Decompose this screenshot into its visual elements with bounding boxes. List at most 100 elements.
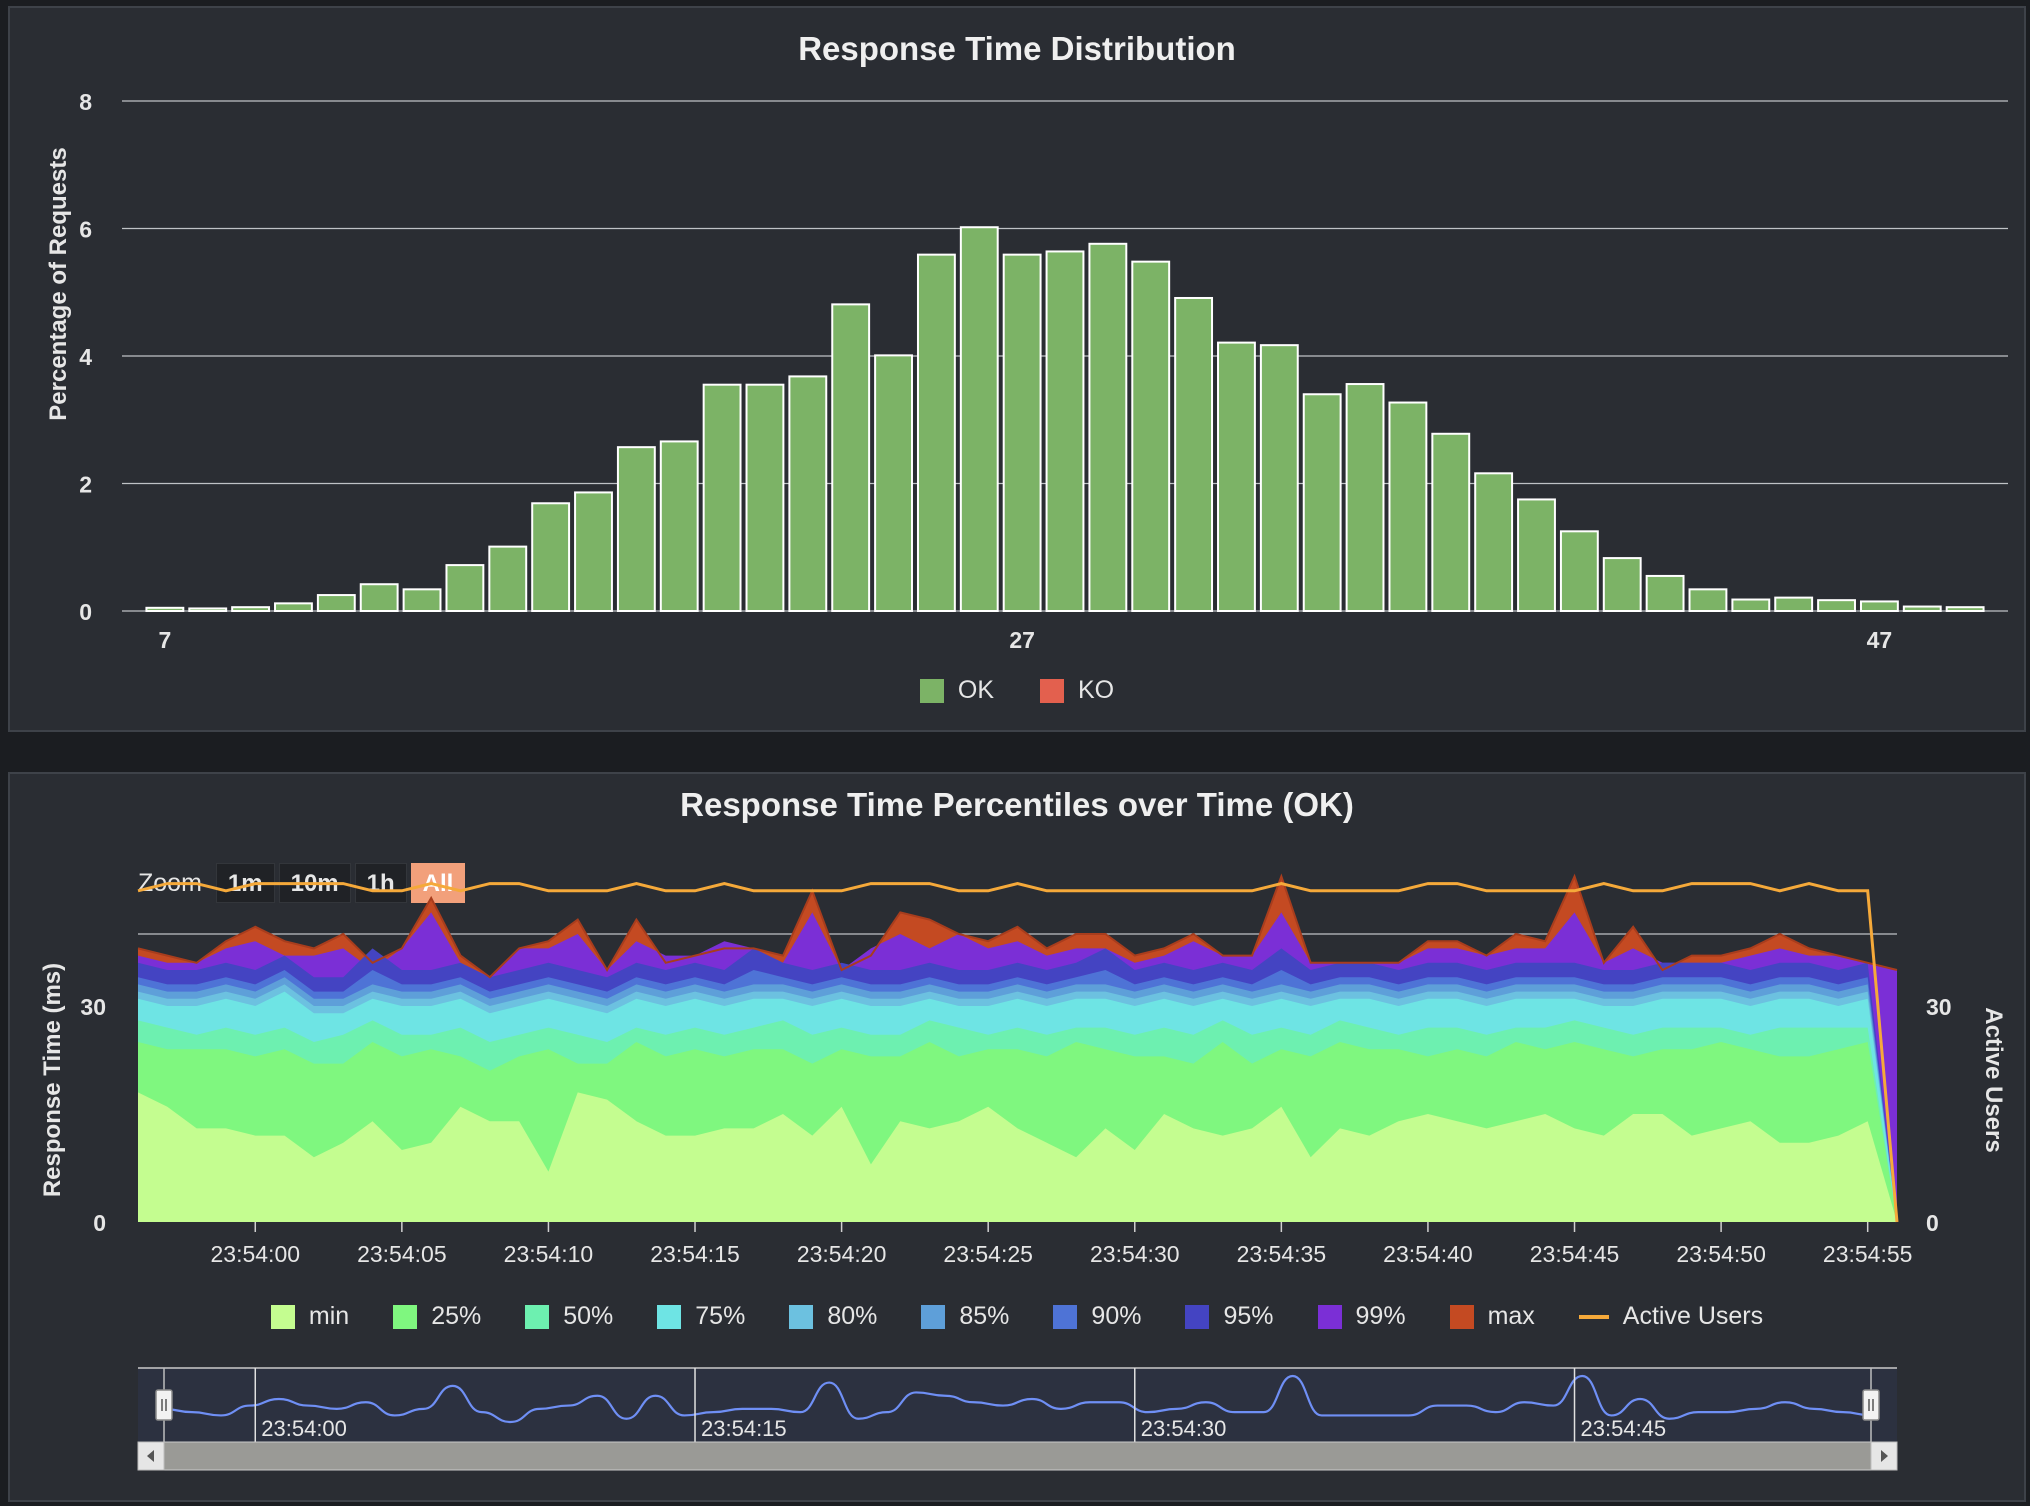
x-tick-label: 23:54:00 [211, 1241, 301, 1267]
zoom-1h-button[interactable]: 1h [354, 863, 407, 903]
navigator-series-line [162, 1374, 1873, 1424]
legend-swatch-ko [1040, 678, 1064, 703]
bar [402, 588, 442, 613]
bar [488, 545, 528, 612]
legend-label-active-users: Active Users [1622, 1302, 1764, 1330]
y2-tick-label: 30 [1926, 994, 1952, 1020]
bar [788, 375, 828, 612]
bar [745, 383, 785, 612]
legend-swatch-min [270, 1304, 295, 1329]
x-tick-label: 27 [1009, 627, 1035, 653]
x-tick-label: 23:54:20 [797, 1241, 887, 1267]
x-tick-label: 23:54:10 [504, 1241, 594, 1267]
bar [1088, 242, 1128, 613]
navigator-tick-label: 23:54:30 [1141, 1416, 1227, 1441]
y-tick-label: 0 [93, 1210, 106, 1236]
legend-label-75pct: 75% [695, 1302, 746, 1330]
legend-swatch-ok [919, 678, 944, 703]
legend-item-85pct[interactable]: 85% [921, 1302, 1009, 1331]
x-tick-label: 23:54:35 [1237, 1241, 1327, 1267]
legend-item-min[interactable]: min [270, 1302, 350, 1331]
legend-item-50pct[interactable]: 50% [525, 1302, 613, 1331]
legend: min 25% 50% 75% 80% 85% 90% 95% 99% max Active Use… [10, 1302, 2024, 1331]
bar [1559, 530, 1599, 612]
y2-tick-label: 0 [1926, 1210, 1939, 1236]
legend-swatch-95pct [1185, 1304, 1210, 1329]
bar [1945, 606, 1985, 612]
legend-item-ok[interactable]: OK [919, 676, 994, 705]
bar [274, 602, 313, 612]
bar [1302, 393, 1342, 612]
navigator-handle-right[interactable] [1862, 1389, 1880, 1421]
legend-label-min: min [308, 1302, 350, 1330]
bar [145, 606, 185, 612]
navigator-tick-label: 23:54:45 [1581, 1416, 1667, 1441]
bar [316, 594, 356, 612]
navigator: 23:54:00 23:54:15 23:54:30 23:54:45 [137, 1367, 1898, 1471]
bar [702, 383, 742, 612]
legend-item-99pct[interactable]: 99% [1317, 1302, 1406, 1331]
legend-label-99pct: 99% [1355, 1302, 1406, 1330]
y-tick-label: 0 [79, 599, 92, 625]
legend-item-90pct[interactable]: 90% [1053, 1302, 1141, 1331]
legend-swatch-99pct [1317, 1304, 1342, 1329]
bar [1345, 383, 1385, 612]
area-min [138, 1092, 1897, 1222]
legend-label-80pct: 80% [827, 1302, 878, 1330]
legend-item-95pct[interactable]: 95% [1185, 1302, 1274, 1331]
legend-label-85pct: 85% [959, 1302, 1010, 1330]
bar [1645, 574, 1685, 612]
series-line-max [137, 873, 1898, 979]
x-tick-label: 23:54:15 [650, 1241, 740, 1267]
distribution-plot: 0 2 4 6 8 7 27 47 [79, 89, 2008, 653]
legend-item-ko[interactable]: KO [1040, 676, 1114, 705]
legend-label-50pct: 50% [563, 1302, 614, 1330]
bar [959, 226, 999, 612]
legend-label-90pct: 90% [1091, 1302, 1142, 1330]
chart-title: Response Time Percentiles over Time (OK) [680, 786, 1354, 823]
x-tick-label: 23:54:50 [1676, 1241, 1766, 1267]
x-tick-label: 23:54:25 [943, 1241, 1033, 1267]
bar [1688, 588, 1728, 613]
navigator-tick-label: 23:54:00 [261, 1416, 347, 1441]
bar [1431, 432, 1471, 612]
x-tick-label: 23:54:45 [1530, 1241, 1620, 1267]
legend-swatch-25pct [393, 1304, 418, 1329]
legend-item-75pct[interactable]: 75% [657, 1302, 745, 1331]
legend-item-max[interactable]: max [1449, 1302, 1535, 1331]
bar [445, 564, 485, 612]
legend-swatch-50pct [525, 1304, 550, 1329]
bar [1002, 253, 1042, 612]
bar [531, 502, 571, 613]
legend-item-active-users[interactable]: Active Users [1578, 1302, 1764, 1331]
y-tick-label: 6 [79, 217, 92, 243]
bar [188, 607, 228, 613]
chevron-left-icon [147, 1450, 154, 1462]
bar [1174, 296, 1214, 612]
bar [359, 583, 399, 612]
legend-swatch-max [1449, 1304, 1474, 1329]
chevron-right-icon [1881, 1450, 1888, 1462]
legend: OK KO [10, 676, 2024, 705]
navigator-handle-left[interactable] [155, 1389, 173, 1421]
bar [616, 446, 656, 612]
x-tick-label: 23:54:30 [1090, 1241, 1180, 1267]
bar [831, 303, 871, 612]
legend-item-80pct[interactable]: 80% [789, 1302, 877, 1331]
scrollbar-track[interactable] [137, 1441, 1898, 1471]
legend-swatch-90pct [1053, 1304, 1078, 1329]
bar [1517, 498, 1556, 612]
bar [1859, 600, 1899, 612]
legend-label-25pct: 25% [431, 1302, 482, 1330]
percentiles-panel: Response Time Percentiles over Time (OK)… [8, 772, 2026, 1502]
y-tick-label: 2 [79, 472, 92, 498]
legend-label-ko: KO [1078, 676, 1115, 704]
legend-item-25pct[interactable]: 25% [393, 1302, 481, 1331]
bar [1731, 598, 1771, 613]
bar [1388, 401, 1428, 612]
x-tick-label: 23:54:40 [1383, 1241, 1473, 1267]
bar [1474, 472, 1514, 612]
bar [1817, 599, 1856, 612]
series-line-active-users [137, 882, 1899, 1223]
